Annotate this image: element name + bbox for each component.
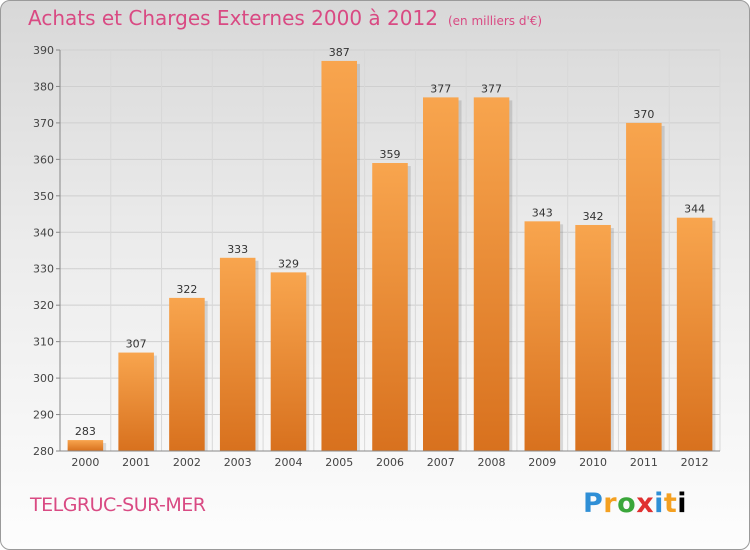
y-tick-label: 290 — [33, 409, 54, 422]
logo-letter: t — [663, 488, 678, 519]
data-label: 342 — [583, 210, 604, 223]
x-tick-label: 2010 — [579, 456, 607, 469]
logo-letter: i — [654, 488, 664, 519]
data-label: 359 — [380, 148, 401, 161]
bar — [67, 440, 104, 451]
x-tick-label: 2002 — [173, 456, 201, 469]
x-tick-label: 2011 — [630, 456, 658, 469]
data-label: 322 — [176, 283, 197, 296]
bar — [169, 297, 205, 451]
proxiti-logo[interactable]: Proxiti — [583, 488, 687, 519]
town-name: TELGRUC-SUR-MER — [30, 494, 206, 516]
bar — [473, 97, 510, 452]
y-tick-label: 300 — [33, 372, 54, 385]
data-label: 329 — [278, 257, 299, 270]
data-label: 344 — [684, 203, 705, 216]
logo-letter: P — [583, 488, 604, 519]
data-label: 377 — [481, 82, 502, 95]
x-tick-label: 2005 — [325, 456, 353, 469]
y-tick-label: 370 — [33, 117, 54, 130]
y-tick-label: 380 — [33, 80, 54, 93]
logo-letter: o — [617, 488, 637, 519]
bar — [676, 217, 713, 451]
y-tick-label: 330 — [33, 263, 54, 276]
y-tick-label: 390 — [33, 44, 54, 57]
bars: 283 307 322 333 329 387 359 377 377 343 342 370 344 — [67, 46, 716, 452]
bar — [321, 60, 357, 451]
bar — [118, 352, 154, 451]
y-tick-label: 350 — [33, 190, 54, 203]
x-tick-label: 2000 — [71, 456, 99, 469]
chart-unit: (en milliers d'€) — [447, 14, 543, 28]
data-label: 283 — [75, 425, 96, 438]
x-tick-label: 2008 — [478, 456, 506, 469]
x-tick-label: 2006 — [376, 456, 404, 469]
logo-letter: i — [677, 488, 688, 519]
bar — [626, 122, 662, 451]
logo-letter: x — [636, 488, 655, 519]
chart-title-text: Achats et Charges Externes 2000 à 2012 — [28, 6, 438, 30]
data-label: 333 — [227, 243, 248, 256]
y-tick-label: 280 — [33, 445, 54, 458]
y-tick-label: 340 — [33, 226, 54, 239]
data-label: 387 — [329, 46, 350, 59]
x-tick-label: 2007 — [427, 456, 455, 469]
bar — [372, 163, 408, 451]
data-label: 377 — [430, 82, 451, 95]
bar — [423, 97, 459, 452]
x-tick-label: 2001 — [122, 456, 150, 469]
x-tick-label: 2003 — [224, 456, 252, 469]
bar — [270, 272, 307, 451]
y-tick-label: 320 — [33, 299, 54, 312]
x-tick-label: 2009 — [528, 456, 556, 469]
logo-letter: r — [603, 488, 618, 519]
bar — [524, 221, 561, 451]
data-label: 370 — [633, 108, 654, 121]
bar — [219, 257, 256, 451]
data-label: 343 — [532, 206, 553, 219]
y-tick-label: 360 — [33, 153, 54, 166]
data-label: 307 — [126, 338, 147, 351]
bar — [575, 224, 611, 451]
axes: 280 290 300 310 320 330 340 350 360 370 380 390 2000… — [33, 44, 720, 469]
y-tick-label: 310 — [33, 336, 54, 349]
x-tick-label: 2004 — [274, 456, 302, 469]
x-tick-label: 2012 — [681, 456, 709, 469]
chart-title: Achats et Charges Externes 2000 à 2012 (e… — [28, 6, 542, 30]
